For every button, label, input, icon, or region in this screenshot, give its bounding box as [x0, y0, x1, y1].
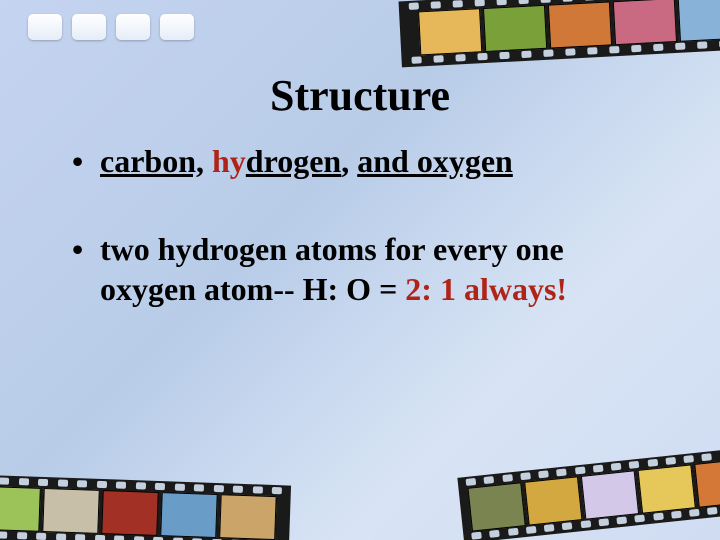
film-frame	[524, 476, 582, 525]
film-frame	[581, 470, 639, 519]
film-frames-bl	[0, 486, 277, 540]
b2-ratio: 2: 1 always!	[405, 271, 567, 307]
film-frame	[613, 0, 677, 45]
film-frame	[219, 494, 277, 540]
corner-tab	[28, 14, 62, 40]
film-frame	[160, 492, 218, 538]
corner-tabs	[28, 14, 194, 40]
film-frame	[678, 0, 720, 42]
bullet-list: carbon, hydrogen, and oxygen two hydroge…	[60, 141, 660, 309]
film-frame	[638, 464, 696, 513]
b2-line1: two hydrogen atoms for every one	[100, 231, 564, 267]
film-frame	[694, 458, 720, 507]
b1-and-oxygen: and oxygen	[357, 143, 513, 179]
b1-space	[204, 143, 212, 179]
film-frame	[101, 490, 159, 536]
corner-tab	[160, 14, 194, 40]
filmstrip-bottom-left	[0, 474, 291, 540]
corner-tab	[72, 14, 106, 40]
film-frame	[467, 482, 525, 531]
b1-hy: hy	[212, 143, 246, 179]
filmstrip-top	[399, 0, 720, 67]
film-frame	[548, 1, 612, 48]
film-frame	[418, 8, 482, 55]
b1-drogen: drogen	[246, 143, 341, 179]
corner-tab	[116, 14, 150, 40]
b1-carbon: carbon,	[100, 143, 204, 179]
slide-title: Structure	[60, 70, 660, 121]
film-frame	[0, 486, 41, 532]
film-frame	[42, 488, 100, 534]
b2-line2a: oxygen atom-- H: O =	[100, 271, 405, 307]
slide-content: Structure carbon, hydrogen, and oxygen t…	[60, 70, 660, 357]
bullet-2: two hydrogen atoms for every one oxygen a…	[72, 229, 660, 309]
bullet-1: carbon, hydrogen, and oxygen	[72, 141, 660, 181]
filmstrip-bottom-right	[457, 447, 720, 540]
film-frame	[483, 5, 547, 52]
